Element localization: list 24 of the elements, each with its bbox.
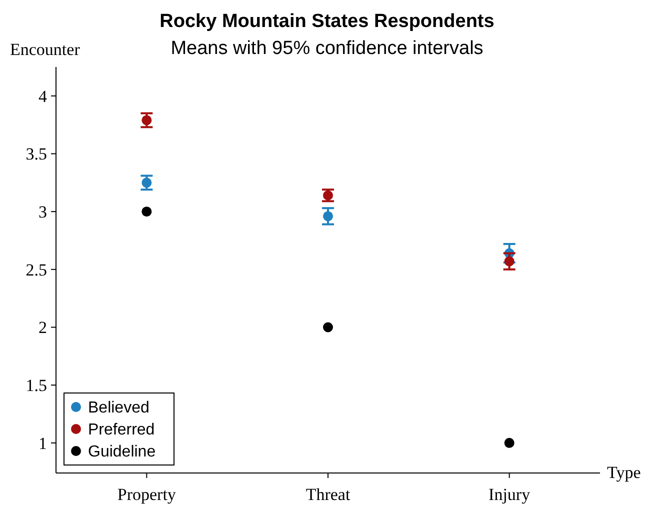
- chart-subtitle: Means with 95% confidence intervals: [170, 38, 484, 59]
- x-axis-title: Type: [607, 463, 641, 482]
- point: [142, 178, 152, 188]
- x-tick-label: Threat: [306, 485, 350, 504]
- y-axis-title: Encounter: [10, 40, 80, 59]
- point: [323, 322, 333, 332]
- point: [142, 115, 152, 126]
- y-tick-label: 4: [38, 86, 48, 106]
- x-tick-label: Injury: [488, 485, 531, 504]
- y-tick-label: 3: [38, 202, 47, 222]
- x-tick-label: Property: [117, 485, 176, 504]
- point: [504, 438, 514, 448]
- chart-title: Rocky Mountain States Respondents: [160, 11, 494, 32]
- legend-label: Believed: [88, 400, 150, 417]
- y-tick-label: 1.5: [26, 376, 47, 396]
- point: [323, 211, 333, 222]
- y-tick-label: 2: [38, 318, 47, 338]
- y-tick-label: 3.5: [26, 144, 47, 164]
- point: [142, 206, 152, 217]
- y-tick-label: 1: [38, 434, 47, 453]
- legend-label: Guideline: [88, 444, 156, 461]
- legend-label: Preferred: [88, 422, 155, 439]
- point: [504, 256, 514, 266]
- y-tick-label: 2.5: [26, 260, 47, 280]
